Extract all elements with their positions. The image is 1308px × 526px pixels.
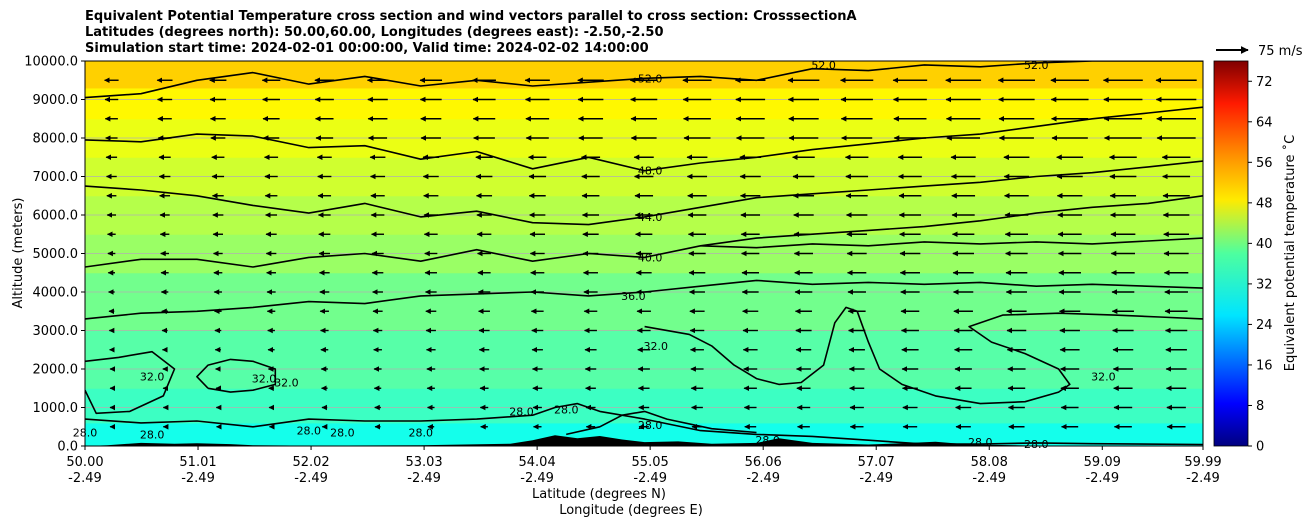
y-tick-label-6: 6000.0 (33, 209, 79, 224)
theta-fill (85, 61, 1203, 446)
x-tick-label-lon-10: -2.49 (1186, 471, 1220, 486)
x-tick-label-lat-0: 50.00 (66, 455, 103, 470)
x-tick-label-lon-1: -2.49 (181, 471, 215, 486)
contour-label-14: 28.0 (554, 403, 579, 416)
colorbar-tick-label-9: 72 (1256, 75, 1273, 90)
x-tick-label-lat-2: 52.02 (292, 455, 329, 470)
x-tick-label-lat-8: 58.08 (971, 455, 1008, 470)
contour-labels: 52.052.0 52.048.044.040.036.032.032.0 32.0… (73, 59, 1116, 451)
y-tick-label-0: 0.0 (57, 440, 78, 455)
x-tick-label-lat-7: 57.07 (858, 455, 895, 470)
contour-label-10: 32.0 (274, 376, 299, 389)
title-line-3: Simulation start time: 2024-02-01 00:00:… (85, 41, 649, 56)
x-tick-label-lon-2: -2.49 (294, 471, 328, 486)
theta-band-0 (85, 422, 1203, 446)
contour-2 (85, 160, 1203, 226)
contour-label-4: 44.0 (638, 211, 663, 224)
colorbar-tick-label-5: 40 (1256, 237, 1273, 252)
x-tick-label-lon-8: -2.49 (972, 471, 1006, 486)
x-tick-label-lat-3: 53.03 (405, 455, 442, 470)
y-tick-label-8: 8000.0 (33, 132, 79, 147)
colorbar-tick-label-1: 8 (1256, 399, 1264, 414)
contour-label-5: 40.0 (638, 251, 663, 264)
colorbar-tick-label-2: 16 (1256, 358, 1273, 373)
contour-4 (700, 237, 1203, 249)
x-tick-label-lat-10: 59.99 (1184, 455, 1221, 470)
x-tick-label-lon-0: -2.49 (68, 471, 102, 486)
title-line-2: Latitudes (degrees north): 50.00,60.00, … (85, 25, 664, 40)
contour-8 (196, 358, 277, 393)
wind-key: 75 m/s (1216, 44, 1303, 59)
contour-label-22: 28.0 (408, 427, 433, 440)
contour-label-9: 32.0 (252, 373, 277, 386)
y-tick-label-9: 9000.0 (33, 93, 79, 108)
wind-key-label: 75 m/s (1258, 44, 1303, 59)
x-axis-label-longitude: Longitude (degrees E) (559, 503, 703, 518)
y-tick-label-2: 2000.0 (33, 363, 79, 378)
y-tick-label-7: 7000.0 (33, 170, 79, 185)
x-tick-label-lon-4: -2.49 (520, 471, 554, 486)
x-tick-label-lat-6: 56.06 (745, 455, 782, 470)
theta-band-3 (85, 272, 1203, 331)
contour-label-12: 28.0 (638, 419, 663, 432)
contour-label-13: 28.0 (509, 405, 534, 418)
colorbar-label: Equivalent potential temperature ˚C (1282, 135, 1298, 371)
colorbar-tick-label-8: 64 (1256, 115, 1273, 130)
contour-label-11: 32.0 (1091, 371, 1116, 384)
title-line-1: Equivalent Potential Temperature cross s… (85, 9, 857, 24)
y-tick-label-5: 5000.0 (33, 247, 79, 262)
colorbar-tick-label-7: 56 (1256, 156, 1273, 171)
x-tick-label-lat-4: 54.04 (519, 455, 556, 470)
colorbar-tick-label-4: 32 (1256, 277, 1273, 292)
colorbar (1213, 60, 1249, 447)
contour-0 (85, 61, 1203, 99)
y-axis-label: Altitude (meters) (11, 198, 26, 309)
x-tick-label-lon-5: -2.49 (633, 471, 667, 486)
theta-band-9 (85, 61, 1203, 89)
theta-band-2 (85, 330, 1203, 389)
colorbar-tick-label-0: 0 (1256, 440, 1264, 455)
x-tick-label-lat-1: 51.01 (179, 455, 216, 470)
contour-10 (566, 410, 757, 436)
x-tick-label-lon-7: -2.49 (859, 471, 893, 486)
y-tick-label-10: 10000.0 (24, 55, 78, 70)
x-axis-label-latitude: Latitude (degrees N) (532, 487, 666, 502)
contour-label-1: 52.0 (811, 59, 836, 72)
contour-label-15: 28.0 (755, 434, 780, 447)
x-tick-label-lon-6: -2.49 (746, 471, 780, 486)
y-tick-label-3: 3000.0 (33, 324, 79, 339)
x-axis: 50.00-2.4951.01-2.4952.02-2.4953.03-2.49… (66, 446, 1222, 486)
contour-label-3: 48.0 (638, 165, 663, 178)
terrain (85, 435, 1203, 446)
contour-1 (85, 106, 1203, 172)
contour-7 (85, 350, 176, 415)
contour-label-19: 28.0 (140, 428, 165, 441)
contour-label-21: 28.0 (330, 427, 355, 440)
colorbar-ticks: 0 8 16 24 32 40 48 56 64 72 (1248, 75, 1273, 455)
x-tick-label-lat-9: 59.09 (1084, 455, 1121, 470)
terrain-profile (85, 435, 1203, 446)
contour-label-7: 32.0 (644, 340, 669, 353)
x-tick-label-lon-9: -2.49 (1085, 471, 1119, 486)
wind-vectors (104, 77, 1197, 430)
y-tick-label-1: 1000.0 (33, 401, 79, 416)
contour-5 (85, 279, 1203, 320)
theta-band-8 (85, 87, 1203, 120)
contour-label-2: 52.0 (1024, 59, 1049, 72)
contour-label-8: 32.0 (140, 371, 165, 384)
y-axis: 0.0 1000.0 2000.0 3000.0 4000.0 5000.0 6000.0 7… (24, 55, 85, 455)
colorbar-tick-label-6: 48 (1256, 196, 1273, 211)
x-tick-label-lat-5: 55.05 (632, 455, 669, 470)
x-tick-label-lon-3: -2.49 (407, 471, 441, 486)
colorbar-tick-label-3: 24 (1256, 318, 1273, 333)
chart-title: Equivalent Potential Temperature cross s… (85, 9, 857, 57)
y-tick-label-4: 4000.0 (33, 286, 79, 301)
contour-label-0: 52.0 (638, 72, 663, 85)
contour-label-20: 28.0 (297, 425, 322, 438)
contour-6 (644, 306, 1203, 405)
contour-label-17: 28.0 (1024, 438, 1049, 451)
contour-label-6: 36.0 (621, 290, 646, 303)
